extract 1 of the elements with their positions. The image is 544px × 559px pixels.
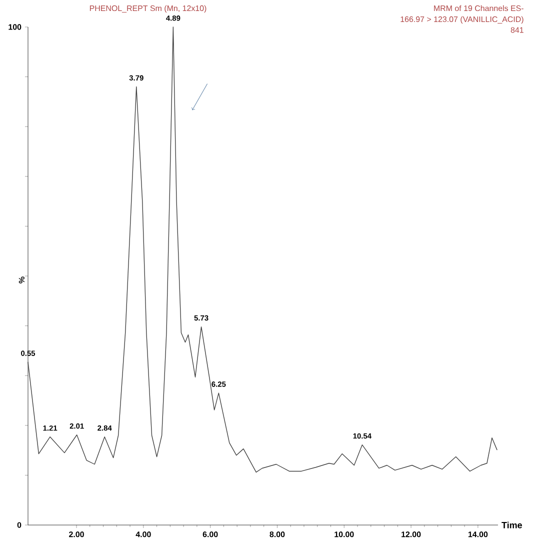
x-axis-title: Time (502, 522, 522, 528)
